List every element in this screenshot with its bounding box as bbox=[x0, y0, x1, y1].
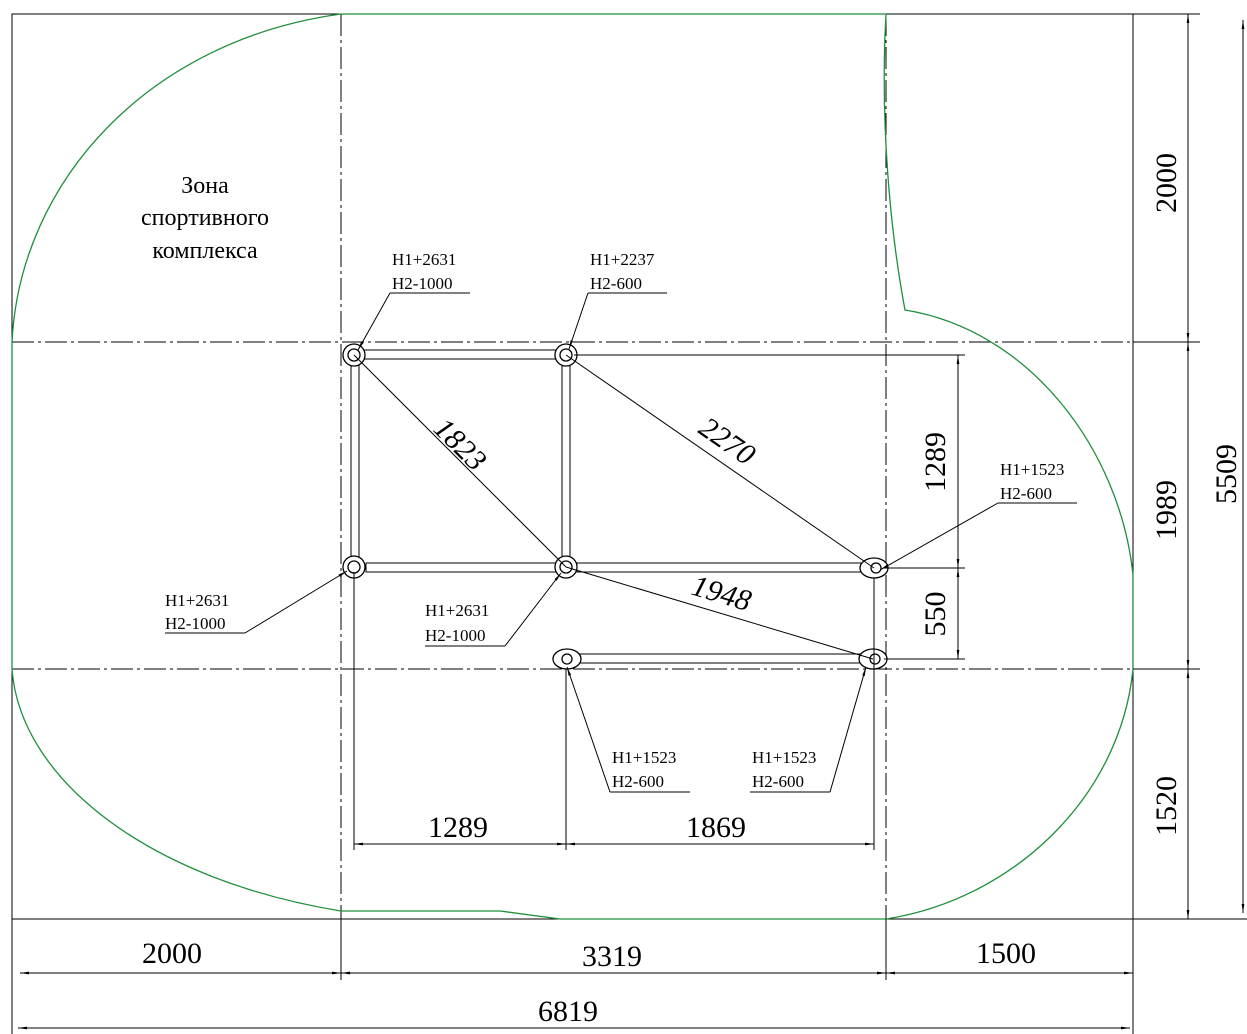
dim-inner-left: 1289 bbox=[428, 811, 488, 844]
diagonal-label-1823: 1823 bbox=[427, 412, 493, 478]
site-border bbox=[11, 13, 1134, 920]
dim-bottom-total: 6819 bbox=[538, 995, 598, 1028]
callout-6-h2: H2-600 bbox=[612, 772, 664, 791]
callout-7-h2: H2-600 bbox=[752, 772, 804, 791]
dim-frame-lower: 550 bbox=[919, 592, 952, 637]
callout-3-h2: H2-600 bbox=[1000, 484, 1052, 503]
callout-3-h1: H1+1523 bbox=[1000, 460, 1064, 479]
dim-bottom-left: 2000 bbox=[142, 937, 202, 970]
bottom-dimension-lines bbox=[11, 919, 1134, 1034]
callout-2-h1: H1+2237 bbox=[590, 250, 655, 269]
dim-bottom-right: 1500 bbox=[976, 937, 1036, 970]
frame-vertical-dimension-lines bbox=[574, 354, 965, 660]
diagonal-label-1948: 1948 bbox=[688, 569, 755, 618]
dim-right-total: 5509 bbox=[1210, 444, 1243, 504]
callout-4-h2: H2-1000 bbox=[165, 614, 225, 633]
callout-6-h1: H1+1523 bbox=[612, 748, 676, 767]
callouts: H1+2631 H2-1000 H1+2237 H2-600 H1+1523 H… bbox=[165, 250, 1077, 793]
inner-dimension-lines bbox=[353, 572, 875, 850]
dim-right-bottom: 1520 bbox=[1150, 776, 1183, 836]
callout-1-h2: H2-1000 bbox=[392, 274, 452, 293]
dim-bottom-mid: 3319 bbox=[582, 940, 642, 973]
callout-5-h1: H1+2631 bbox=[425, 601, 489, 620]
diagonal-label-2270: 2270 bbox=[693, 411, 761, 472]
zone-label-line-2: спортивного bbox=[141, 205, 269, 231]
dim-right-mid: 1989 bbox=[1150, 480, 1183, 540]
sports-zone-outline bbox=[11, 13, 1134, 920]
callout-7-h1: H1+1523 bbox=[752, 748, 816, 767]
callout-2-h2: H2-600 bbox=[590, 274, 642, 293]
axis-lines bbox=[12, 14, 1133, 919]
dim-inner-right: 1869 bbox=[686, 811, 746, 844]
zone-label-line-1: Зона bbox=[181, 173, 229, 199]
diagonal-lines bbox=[353, 354, 875, 660]
zone-label-line-3: комплекса bbox=[152, 238, 258, 264]
dim-frame-upper: 1289 bbox=[919, 432, 952, 492]
callout-5-h2: H2-1000 bbox=[425, 626, 485, 645]
callout-1-h1: H1+2631 bbox=[392, 250, 456, 269]
right-dimension-lines bbox=[1133, 13, 1247, 920]
post-lower-left bbox=[552, 648, 582, 670]
dim-right-top: 2000 bbox=[1150, 153, 1183, 213]
callout-4-h1: H1+2631 bbox=[165, 591, 229, 610]
frame-posts bbox=[342, 343, 889, 670]
